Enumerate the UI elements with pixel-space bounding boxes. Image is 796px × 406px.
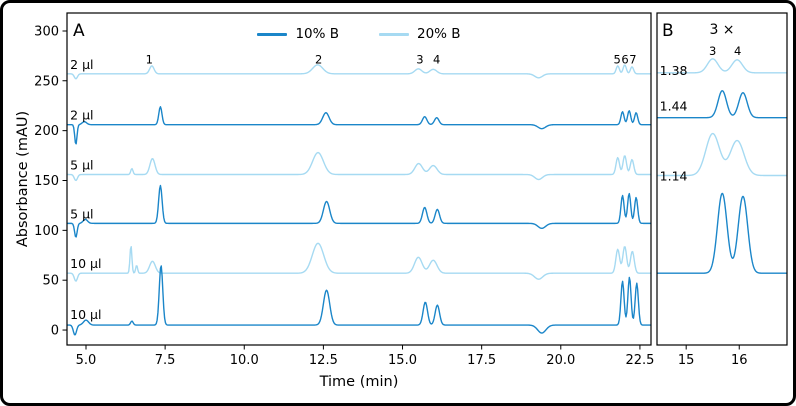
- x-tick-label: 5.0: [76, 353, 97, 368]
- peak-number-label: 1: [146, 52, 153, 66]
- legend-line-swatch-10pct: [257, 32, 288, 36]
- injection-volume-label: 10 µl: [70, 256, 101, 271]
- x-tick-label: 15.0: [388, 353, 417, 368]
- legend-label-20pct: 20% B: [417, 26, 461, 42]
- y-tick-label: 300: [34, 24, 59, 39]
- peak-number-label: 4: [734, 44, 741, 58]
- resolution-value-label: 1.44: [660, 99, 688, 114]
- trace-5-ul-20-b: [67, 151, 651, 182]
- panel-a-letter: A: [73, 21, 85, 41]
- x-tick-label: 15: [678, 353, 695, 368]
- y-tick-label: 150: [34, 174, 59, 189]
- axes-box: [66, 12, 652, 346]
- chromatogram-svg: 5.0 7.5 10.0 12.5 15.0 17.5 20.0 22.5 0 50 100 150 2…: [34, 12, 788, 368]
- panel-a: 5.0 7.5 10.0 12.5 15.0 17.5 20.0 22.5 0 50 100 150 2…: [34, 12, 654, 368]
- x-tick-label: 12.5: [309, 353, 338, 368]
- x-axis-label: Time (min): [319, 374, 399, 390]
- injection-volume-label: 5 µl: [70, 158, 93, 173]
- injection-volume-label: 2 µl: [70, 57, 93, 72]
- y-axis-label: Absorbance (mAU): [15, 110, 31, 248]
- resolution-value-label: 1.38: [660, 63, 688, 78]
- x-tick-label: 17.5: [467, 353, 496, 368]
- peak-number-label: 3: [709, 44, 716, 58]
- peak-number-label: 7: [629, 52, 636, 66]
- trace-zoom-10-ul-10-b: [657, 192, 787, 274]
- legend-item-10pct-b: 10% B: [257, 26, 339, 42]
- y-tick-label: 100: [34, 224, 59, 239]
- peak-number-label: 5: [613, 52, 620, 66]
- trace-10-ul-20-b: [67, 242, 651, 282]
- legend: 10% B 20% B: [67, 26, 651, 42]
- peak-number-label: 2: [315, 52, 322, 66]
- trace-5-ul-10-b: [67, 184, 651, 238]
- x-tick-label: 20.0: [546, 353, 575, 368]
- x-tick-label: 10.0: [230, 353, 259, 368]
- injection-volume-label: 5 µl: [70, 206, 93, 221]
- legend-line-swatch-20pct: [379, 32, 409, 36]
- trace-2-ul-10-b: [67, 106, 651, 145]
- x-tick-label: 16: [731, 353, 748, 368]
- peak-number-label: 6: [621, 52, 628, 66]
- y-tick-label: 0: [51, 324, 59, 339]
- panel-b-zoom-title: 3 ×: [709, 22, 735, 38]
- trace-zoom-2-ul-10-b: [657, 90, 787, 119]
- panel-b: 15 16 3 4 1.38 1.44 1.14: [656, 12, 788, 368]
- injection-volume-label: 2 µl: [70, 108, 93, 123]
- x-tick-label: 22.5: [625, 353, 654, 368]
- peak-number-label: 4: [433, 52, 440, 66]
- trace-zoom-2-ul-20-b: [657, 58, 787, 74]
- resolution-value-label: 1.14: [660, 168, 688, 183]
- trace-2-ul-20-b: [67, 64, 651, 80]
- trace-10-ul-10-b: [67, 265, 651, 336]
- axes-box: [656, 12, 788, 346]
- injection-volume-label: 10 µl: [70, 307, 101, 322]
- peak-number-label: 3: [416, 52, 423, 66]
- legend-label-10pct: 10% B: [295, 26, 339, 42]
- trace-zoom-5-ul-20-b: [657, 132, 787, 177]
- legend-item-20pct-b: 20% B: [379, 26, 461, 42]
- panel-b-letter: B: [662, 21, 674, 41]
- y-tick-label: 200: [34, 124, 59, 139]
- y-tick-label: 250: [34, 74, 59, 89]
- y-tick-label: 50: [42, 274, 59, 289]
- x-tick-label: 7.5: [155, 353, 176, 368]
